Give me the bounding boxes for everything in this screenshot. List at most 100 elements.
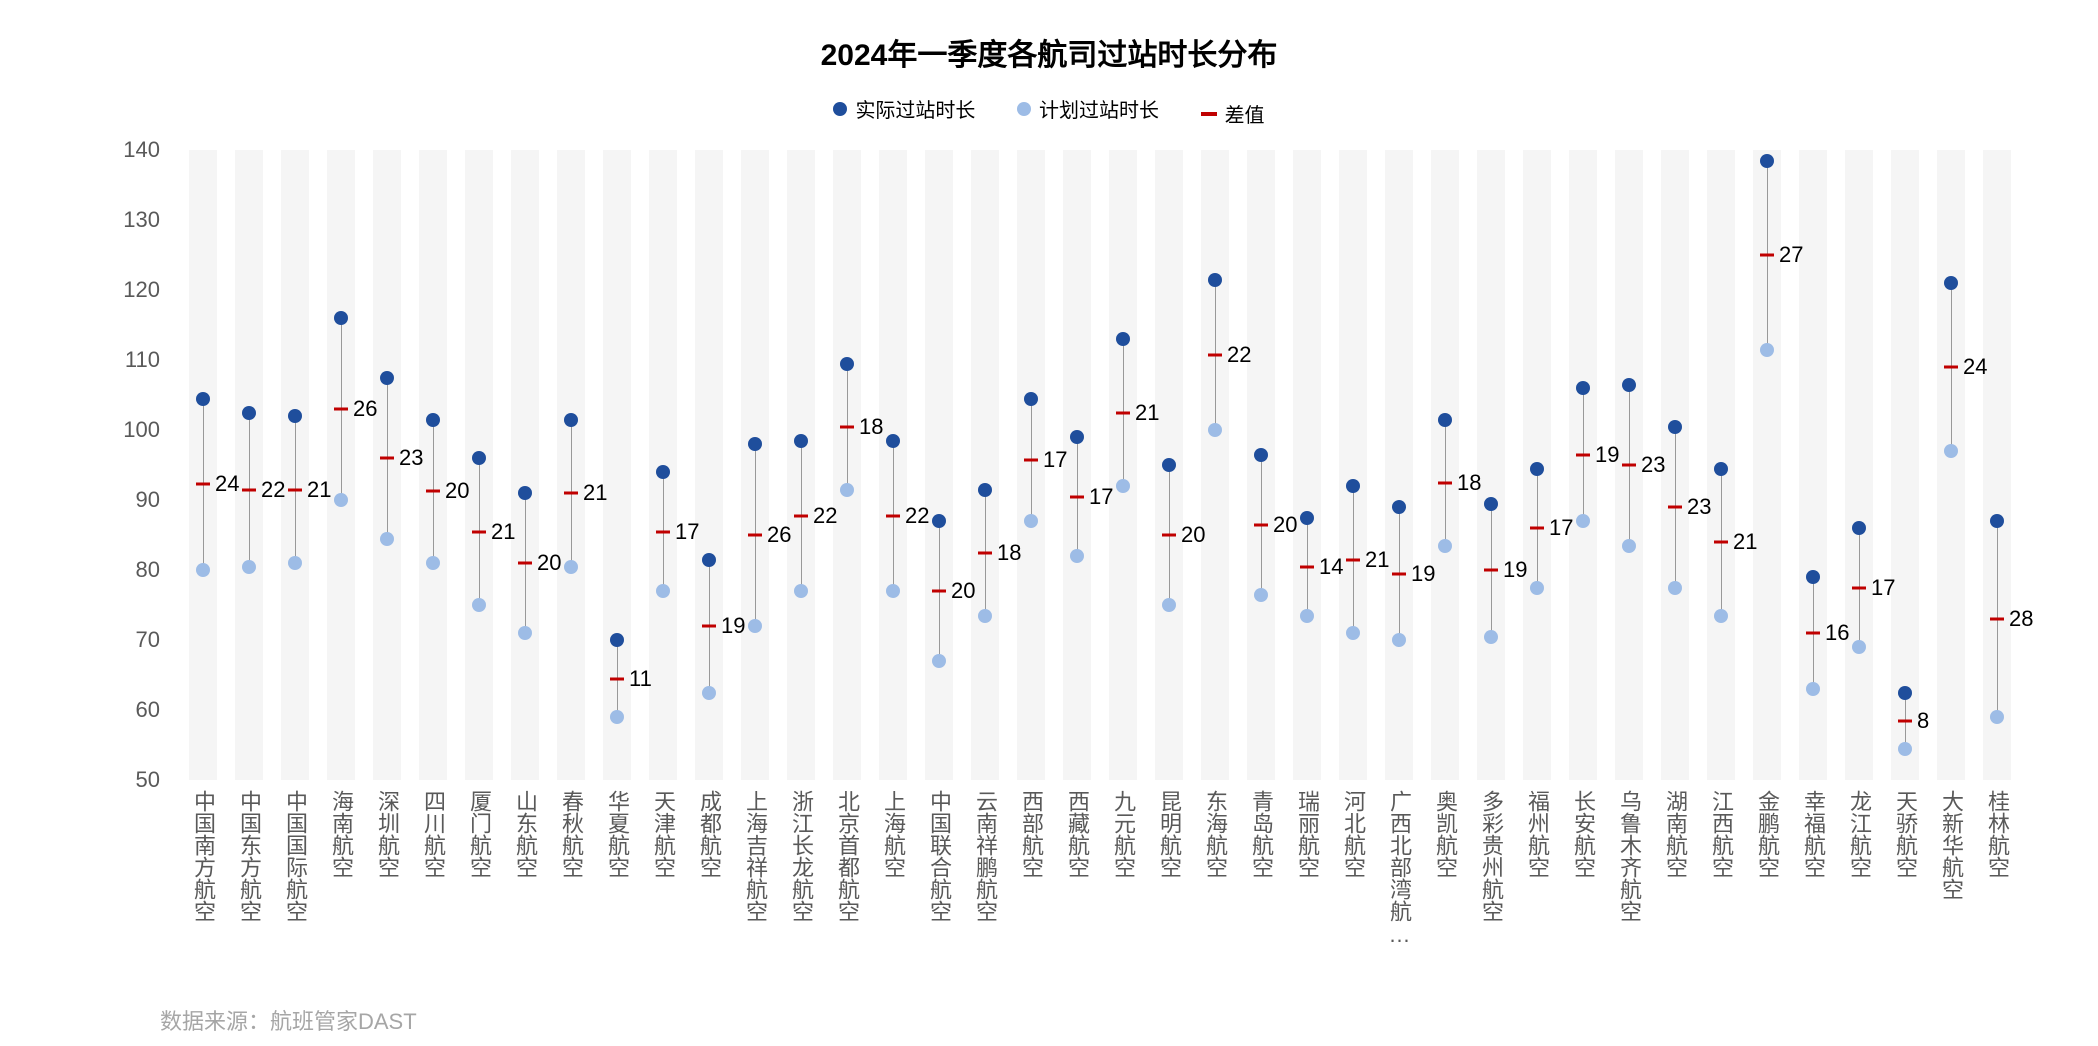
planned-point [1760, 343, 1774, 357]
diff-marker [288, 488, 302, 491]
column-band [1201, 150, 1229, 780]
diff-marker [196, 483, 210, 486]
diff-marker [380, 457, 394, 460]
x-category-label: 深圳航空 [371, 790, 403, 878]
legend-actual: 实际过站时长 [833, 94, 975, 123]
legend-planned-marker [1017, 102, 1031, 116]
planned-point [932, 654, 946, 668]
planned-point [1438, 539, 1452, 553]
x-category-label: 中国南方航空 [187, 790, 219, 922]
legend-actual-label: 实际过站时长 [855, 94, 975, 123]
actual-point [1668, 420, 1682, 434]
planned-point [1024, 514, 1038, 528]
x-category-label: 龙江航空 [1843, 790, 1875, 878]
actual-point [1806, 570, 1820, 584]
x-category-label: 昆明航空 [1153, 790, 1185, 878]
diff-marker [840, 425, 854, 428]
diff-marker [610, 677, 624, 680]
diff-value-label: 11 [629, 666, 652, 692]
planned-point [1208, 423, 1222, 437]
plot-area: 2422212623202120211117192622182220181717… [180, 150, 2020, 780]
planned-point [1852, 640, 1866, 654]
actual-point [978, 483, 992, 497]
column-band [925, 150, 953, 780]
actual-point [564, 413, 578, 427]
x-category-label: 瑞丽航空 [1291, 790, 1323, 878]
actual-point [656, 465, 670, 479]
y-tick: 140 [123, 137, 160, 163]
chart-title: 2024年一季度各航司过站时长分布 [0, 0, 2098, 74]
x-category-label: 上海吉祥航空 [739, 790, 771, 922]
actual-point [610, 633, 624, 647]
diff-value-label: 22 [813, 503, 837, 529]
actual-point [840, 357, 854, 371]
planned-point [1484, 630, 1498, 644]
x-category-label: 北京首都航空 [831, 790, 863, 922]
x-category-label: 湖南航空 [1659, 790, 1691, 878]
diff-marker [1944, 366, 1958, 369]
x-category-label: 桂林航空 [1981, 790, 2013, 878]
x-category-label: 乌鲁木齐航空 [1613, 790, 1645, 922]
diff-value-label: 17 [1089, 484, 1113, 510]
x-category-label: 九元航空 [1107, 790, 1139, 878]
planned-point [794, 584, 808, 598]
actual-point [1484, 497, 1498, 511]
planned-point [564, 560, 578, 574]
x-category-label: 奥凯航空 [1429, 790, 1461, 878]
diff-marker [932, 590, 946, 593]
planned-point [1392, 633, 1406, 647]
diff-marker [1622, 464, 1636, 467]
diff-value-label: 23 [1687, 494, 1711, 520]
actual-point [1714, 462, 1728, 476]
planned-point [1806, 682, 1820, 696]
diff-marker [1990, 618, 2004, 621]
x-category-label: 金鹏航空 [1751, 790, 1783, 878]
planned-point [288, 556, 302, 570]
planned-point [1714, 609, 1728, 623]
legend: 实际过站时长 计划过站时长 差值 [0, 94, 2098, 128]
diff-marker [1254, 523, 1268, 526]
diff-marker [1024, 458, 1038, 461]
diff-value-label: 26 [353, 396, 377, 422]
diff-marker [1438, 481, 1452, 484]
diff-marker [748, 534, 762, 537]
diff-marker [1346, 558, 1360, 561]
column-band [1385, 150, 1413, 780]
diff-value-label: 19 [1595, 442, 1619, 468]
x-category-label: 厦门航空 [463, 790, 495, 878]
actual-point [1070, 430, 1084, 444]
actual-point [426, 413, 440, 427]
diff-value-label: 21 [1365, 547, 1389, 573]
x-category-label: 福州航空 [1521, 790, 1553, 878]
planned-point [1530, 581, 1544, 595]
y-tick: 120 [123, 277, 160, 303]
actual-point [794, 434, 808, 448]
actual-point [1576, 381, 1590, 395]
y-tick: 110 [125, 347, 160, 373]
x-category-label: 长安航空 [1567, 790, 1599, 878]
actual-point [288, 409, 302, 423]
x-category-label: 东海航空 [1199, 790, 1231, 878]
diff-marker [242, 488, 256, 491]
diff-value-label: 17 [675, 519, 699, 545]
planned-point [840, 483, 854, 497]
y-tick: 130 [123, 207, 160, 233]
diff-value-label: 8 [1917, 708, 1929, 734]
planned-point [978, 609, 992, 623]
diff-marker [564, 492, 578, 495]
diff-marker [426, 490, 440, 493]
diff-marker [1898, 719, 1912, 722]
planned-point [1898, 742, 1912, 756]
column-band [971, 150, 999, 780]
diff-value-label: 19 [1411, 561, 1435, 587]
planned-point [1622, 539, 1636, 553]
actual-point [1162, 458, 1176, 472]
y-tick: 70 [136, 627, 160, 653]
x-category-label: 中国国际航空 [279, 790, 311, 922]
y-tick: 80 [136, 557, 160, 583]
x-category-label: 天骄航空 [1889, 790, 1921, 878]
source-label: 数据来源：航班管家DAST [160, 1004, 417, 1036]
column-band [1293, 150, 1321, 780]
diff-value-label: 18 [1457, 470, 1481, 496]
actual-point [1392, 500, 1406, 514]
